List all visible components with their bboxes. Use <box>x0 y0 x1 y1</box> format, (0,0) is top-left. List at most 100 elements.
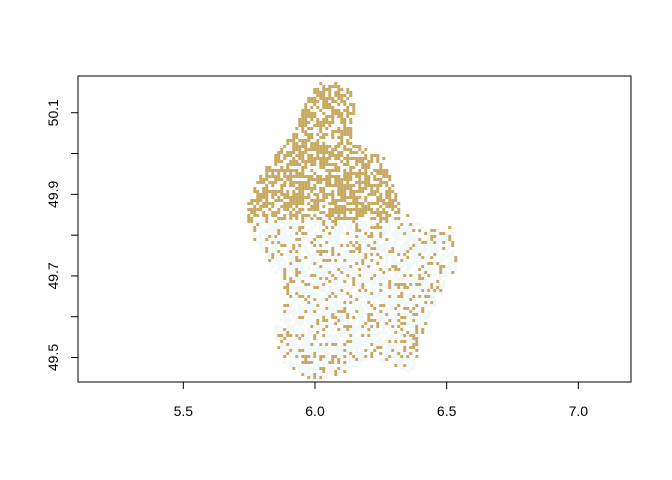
raster-cell <box>295 262 299 265</box>
raster-cell <box>298 148 302 151</box>
raster-cell <box>415 277 419 280</box>
raster-cell <box>328 289 332 292</box>
raster-cell <box>289 196 293 199</box>
raster-cell <box>325 328 329 331</box>
raster-cell <box>337 94 341 97</box>
raster-cell <box>373 178 377 181</box>
raster-cell <box>343 178 347 181</box>
raster-cell <box>400 334 404 337</box>
raster-cell <box>292 136 296 139</box>
raster-cell <box>265 196 269 199</box>
raster-cell <box>310 97 314 100</box>
raster-cell <box>331 97 335 100</box>
raster-cell <box>406 265 410 268</box>
raster-cell <box>361 166 365 169</box>
raster-cell <box>427 256 431 259</box>
raster-cell <box>301 232 305 235</box>
raster-cell <box>313 199 317 202</box>
raster-cell <box>313 112 317 115</box>
raster-cell <box>316 301 320 304</box>
raster-cell <box>304 109 308 112</box>
raster-cell <box>292 247 296 250</box>
raster-cell <box>415 286 419 289</box>
raster-cell <box>379 352 383 355</box>
raster-cell <box>280 148 284 151</box>
raster-cell <box>451 259 455 262</box>
raster-cell <box>388 253 392 256</box>
raster-cell <box>397 280 401 283</box>
raster-cell <box>334 166 338 169</box>
raster-cell <box>319 133 323 136</box>
raster-cell <box>301 181 305 184</box>
raster-cell <box>358 169 362 172</box>
raster-cell <box>364 319 368 322</box>
raster-cell <box>289 154 293 157</box>
raster-cell <box>403 280 407 283</box>
raster-cell <box>370 283 374 286</box>
raster-cell <box>316 355 320 358</box>
raster-cell <box>262 196 266 199</box>
raster-cell <box>328 340 332 343</box>
raster-cell <box>313 301 317 304</box>
raster-cell <box>355 223 359 226</box>
raster-cell <box>430 250 434 253</box>
raster-cell <box>310 355 314 358</box>
raster-cell <box>340 115 344 118</box>
raster-cell <box>292 253 296 256</box>
raster-cell <box>361 340 365 343</box>
raster-cell <box>385 202 389 205</box>
raster-cell <box>424 259 428 262</box>
raster-cell <box>337 370 341 373</box>
raster-cell <box>280 217 284 220</box>
raster-cell <box>331 361 335 364</box>
raster-cell <box>310 373 314 376</box>
raster-cell <box>280 229 284 232</box>
raster-cell <box>340 94 344 97</box>
raster-cell <box>298 118 302 121</box>
raster-cell <box>283 361 287 364</box>
raster-cell <box>340 292 344 295</box>
raster-cell <box>343 199 347 202</box>
raster-cell <box>343 196 347 199</box>
raster-cell <box>370 157 374 160</box>
raster-cell <box>427 283 431 286</box>
raster-cell <box>301 334 305 337</box>
y-tick-label: 49.7 <box>45 262 61 289</box>
raster-cell <box>337 145 341 148</box>
raster-cell <box>337 175 341 178</box>
raster-cell <box>343 256 347 259</box>
raster-cell <box>379 235 383 238</box>
raster-cell <box>301 241 305 244</box>
raster-cell <box>256 202 260 205</box>
raster-cell <box>388 304 392 307</box>
raster-cell <box>358 175 362 178</box>
raster-cell <box>283 214 287 217</box>
raster-cell <box>421 331 425 334</box>
raster-cell <box>343 253 347 256</box>
raster-cell <box>334 163 338 166</box>
raster-cell <box>328 103 332 106</box>
raster-cell <box>361 277 365 280</box>
raster-cell <box>319 256 323 259</box>
raster-cell <box>298 286 302 289</box>
raster-cell <box>331 226 335 229</box>
raster-cell <box>292 349 296 352</box>
raster-cell <box>382 280 386 283</box>
raster-cell <box>319 247 323 250</box>
raster-cell <box>292 274 296 277</box>
raster-cell <box>292 340 296 343</box>
raster-cell <box>364 262 368 265</box>
raster-cell <box>307 214 311 217</box>
raster-cell <box>397 235 401 238</box>
raster-cell <box>370 247 374 250</box>
raster-cell <box>307 100 311 103</box>
raster-cell <box>343 358 347 361</box>
raster-cell <box>328 313 332 316</box>
raster-cell <box>337 244 341 247</box>
raster-cell <box>292 142 296 145</box>
raster-cell <box>388 268 392 271</box>
raster-cell <box>280 190 284 193</box>
raster-cell <box>304 232 308 235</box>
raster-cell <box>397 289 401 292</box>
raster-cell <box>289 217 293 220</box>
